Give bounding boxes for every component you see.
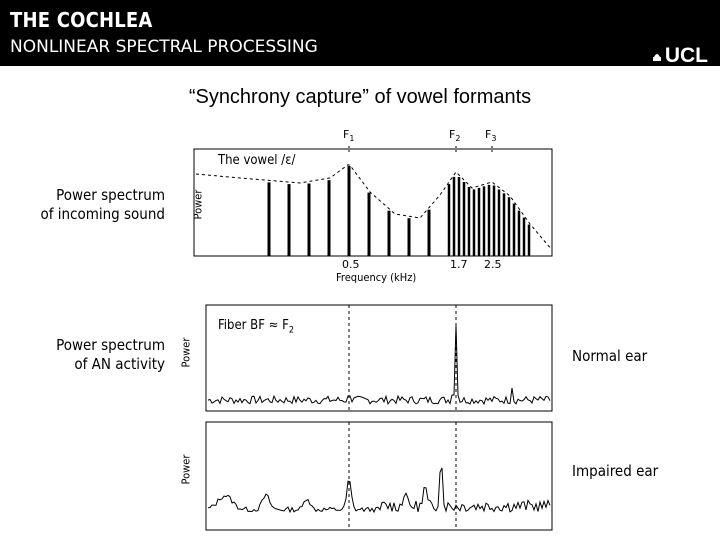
formant-f1-label: F1 [343,128,355,144]
tick-1-7: 1.7 [450,258,468,271]
tick-2-5: 2.5 [484,258,502,271]
impaired-ear-trace [208,467,551,514]
vowel-label: The vowel /ε/ [218,153,296,168]
ucl-dome-icon [652,54,661,61]
an-label-line1: Power spectrum [56,336,165,354]
header-subtitle: NONLINEAR SPECTRAL PROCESSING [10,37,318,57]
incoming-label-line2: of incoming sound [40,205,165,223]
bottom-panel-frame [205,421,553,531]
ucl-logo-text: UCL [664,44,708,67]
middle-panel-frame [205,304,553,412]
slide-title: “Synchrony capture” of vowel formants [188,86,532,108]
spectral-envelope [195,164,553,251]
formant-f3-label: F3 [485,128,497,144]
top-panel-frame [193,148,553,257]
incoming-spectrum-label: Power spectrum of incoming sound [10,186,165,224]
tick-0-5: 0.5 [342,258,360,271]
formant-f2-label: F2 [449,128,461,144]
top-xlabel: Frequency (kHz) [336,271,417,284]
normal-ear-trace [207,324,551,406]
incoming-label-line1: Power spectrum [56,186,165,204]
impaired-ear-label: Impaired ear [572,462,659,480]
an-spectrum-label: Power spectrum of AN activity [10,336,165,374]
an-label-line2: of AN activity [74,355,165,373]
header-bar: THE COCHLEA NONLINEAR SPECTRAL PROCESSIN… [0,0,720,68]
fiber-bf-label: Fiber BF ≈ F2 [218,318,295,336]
header-title: THE COCHLEA [10,8,153,32]
ucl-logo: UCL [652,44,708,68]
harmonic-bars [267,166,531,256]
normal-ear-label: Normal ear [572,347,648,365]
